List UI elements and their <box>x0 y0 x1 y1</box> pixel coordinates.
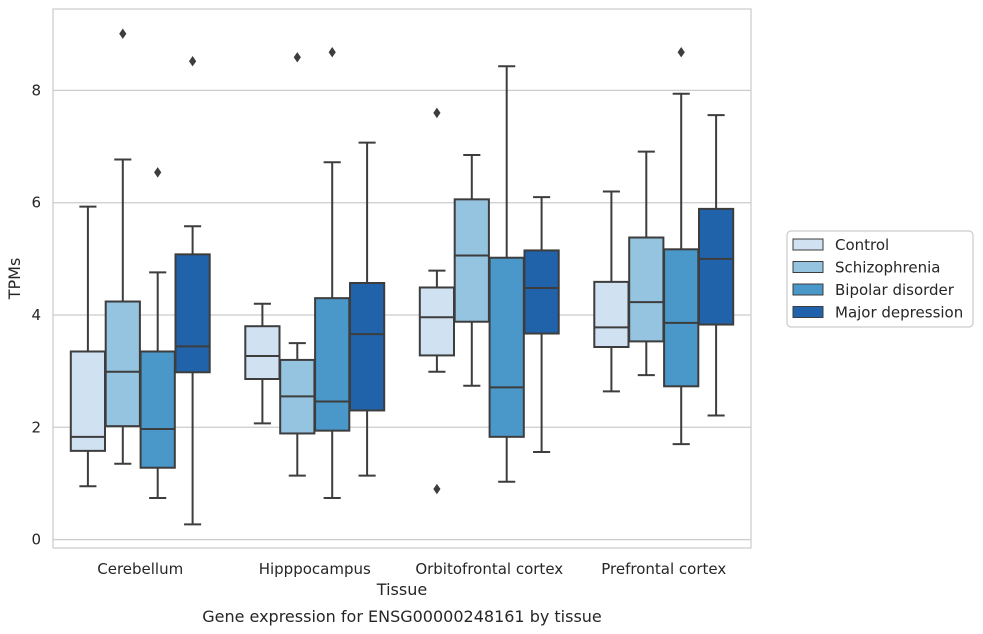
box-iqr <box>139 350 176 469</box>
legend: Control Schizophrenia Bipolar disorder Majo… <box>786 230 974 328</box>
legend-swatch <box>792 306 824 318</box>
box-iqr <box>104 300 141 428</box>
box-iqr <box>314 297 351 432</box>
plot-frame <box>52 8 752 549</box>
boxes <box>69 28 735 526</box>
box-major-depression <box>697 114 735 417</box>
legend-label: Bipolar disorder <box>835 281 955 299</box>
box-iqr <box>663 248 700 388</box>
y-tick-label: 0 <box>31 531 41 549</box>
box-iqr <box>174 253 211 374</box>
box-bipolar-disorder <box>314 47 351 500</box>
box-bipolar-disorder <box>488 65 525 483</box>
x-tick-label: Prefrontal cortex <box>601 560 726 578</box>
box-iqr <box>418 286 456 357</box>
outlier-point <box>293 52 301 63</box>
y-tick-label: 6 <box>31 194 41 212</box>
legend-frame <box>786 230 974 328</box>
outlier-point <box>433 483 441 495</box>
box-iqr <box>697 207 735 326</box>
box-iqr <box>628 236 665 343</box>
y-tick-label: 2 <box>31 418 41 436</box>
box-iqr <box>593 280 630 348</box>
box-iqr <box>453 198 490 323</box>
y-axis-label: TPMs <box>5 258 24 301</box>
box-schizophrenia <box>628 150 665 377</box>
box-major-depression <box>523 196 560 453</box>
box-control <box>244 302 281 425</box>
outlier-point <box>677 47 685 58</box>
box-control <box>593 190 630 393</box>
legend-swatch <box>792 283 824 296</box>
box-major-depression <box>174 56 211 526</box>
box-bipolar-disorder <box>663 47 700 446</box>
legend-label: Schizophrenia <box>835 259 940 277</box>
legend-swatch <box>792 238 824 251</box>
outlier-point <box>189 56 197 67</box>
box-control <box>418 107 456 495</box>
y-tick-labels: 0 2 4 6 8 <box>31 81 41 548</box>
legend-label: Control <box>835 236 889 254</box>
box-schizophrenia <box>279 52 316 477</box>
x-tick-label: Hipppocampus <box>259 560 371 578</box>
outlier-point <box>433 107 441 119</box>
x-tick-labels: Cerebellum Hipppocampus Orbitofrontal cort… <box>97 560 726 578</box>
y-tick-label: 8 <box>31 81 41 99</box>
box-iqr <box>523 249 560 335</box>
box-iqr <box>348 281 386 412</box>
box-schizophrenia <box>453 153 490 387</box>
x-tick-label: Orbitofrontal cortex <box>415 560 563 578</box>
box-bipolar-disorder <box>139 167 176 500</box>
x-tick-label: Cerebellum <box>97 560 183 578</box>
legend-label: Major depression <box>835 304 963 322</box>
box-iqr <box>488 256 525 438</box>
x-axis-label: Tissue <box>376 580 427 599</box>
outlier-point <box>119 28 127 39</box>
chart-caption: Gene expression for ENSG00000248161 by t… <box>202 607 602 626</box>
box-iqr <box>244 325 281 381</box>
y-tick-label: 4 <box>31 306 41 324</box>
box-schizophrenia <box>104 28 141 465</box>
box-major-depression <box>348 141 386 477</box>
outlier-point <box>154 167 162 178</box>
legend-swatch <box>792 261 824 273</box>
box-control <box>69 205 107 488</box>
outlier-point <box>328 47 336 58</box>
